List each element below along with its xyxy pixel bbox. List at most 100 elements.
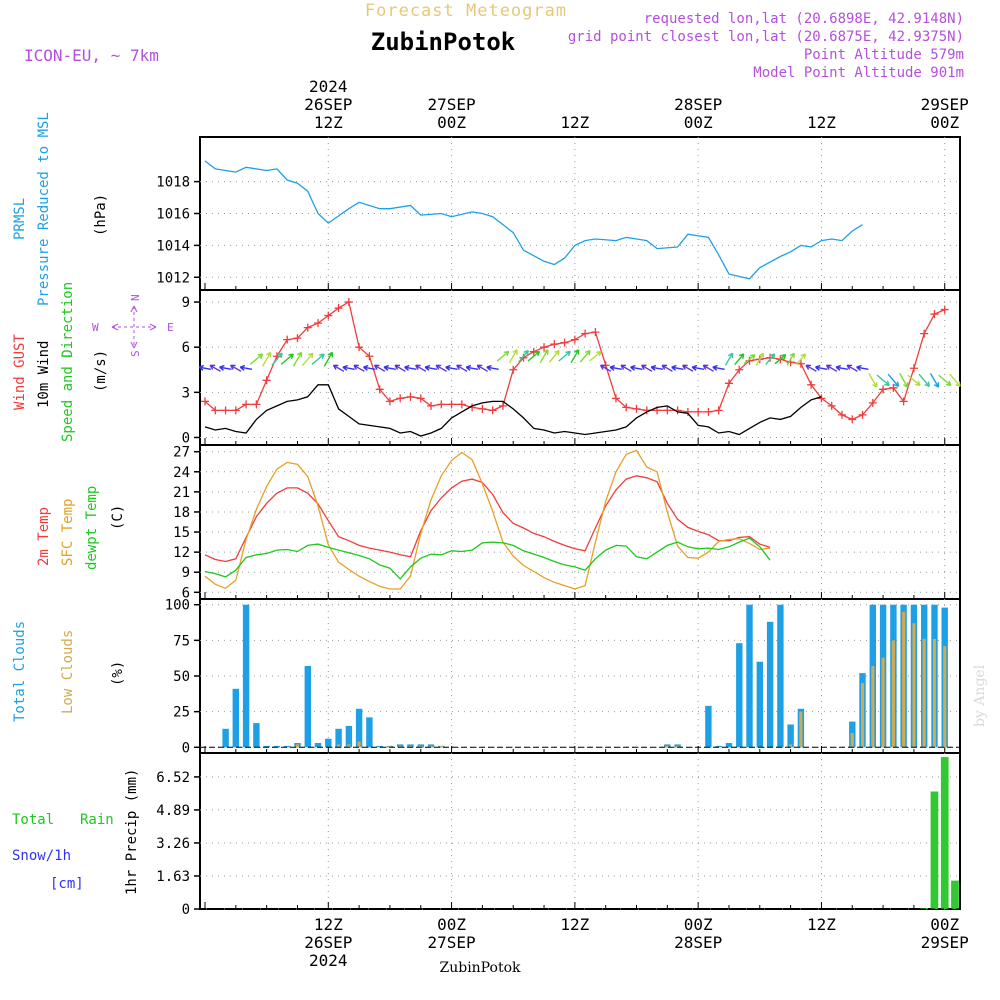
gust-point — [570, 335, 579, 344]
precipitation-ytick-label: 6.52 — [156, 770, 190, 786]
bar-total-clouds — [407, 744, 414, 748]
bar-low-clouds — [676, 745, 680, 748]
wind-arrow — [641, 364, 653, 372]
gust-point — [355, 343, 364, 352]
gust-point — [242, 400, 251, 409]
wind-arrow — [548, 349, 560, 363]
panel-clouds: 0 25 50 75 100 — [165, 598, 961, 756]
wind-arrow — [570, 349, 580, 364]
temperature-ytick-label: 15 — [173, 525, 190, 541]
wind-arrow — [527, 350, 541, 362]
bar-total-clouds — [736, 643, 743, 748]
gust-point — [704, 407, 713, 416]
wind-arrow — [620, 364, 632, 372]
wind-arrow — [734, 353, 745, 366]
bar-low-clouds — [398, 745, 402, 748]
bar-total-clouds — [664, 744, 671, 748]
point-altitude: Point Altitude 579m — [804, 47, 964, 63]
pressure-ytick-label: 1012 — [156, 270, 190, 286]
wind-arrow — [508, 349, 518, 364]
precipitation-ytick-label: 3.26 — [156, 836, 190, 852]
bar-low-clouds — [357, 741, 361, 748]
snow-unit: [cm] — [50, 876, 84, 892]
gust-point — [509, 365, 518, 374]
snow-label: Snow/1h — [12, 848, 71, 864]
bar-total-clouds — [725, 743, 733, 748]
bar-low-clouds — [408, 745, 412, 748]
bar-total-clouds — [705, 705, 712, 748]
bar-low-clouds — [429, 745, 433, 748]
footer-location: ZubinPotok — [439, 960, 521, 976]
gust-point — [622, 403, 631, 412]
pressure-labels: PRMSL Pressure Reduced to MSL (hPa) — [12, 112, 109, 306]
bottom-hour-label: 12Z — [807, 915, 836, 934]
bar-low-clouds — [439, 745, 443, 748]
temperature-ytick-label: 18 — [173, 505, 190, 521]
gust-point — [930, 310, 939, 319]
pressure-ytick-label: 1018 — [156, 175, 190, 191]
bar-total-clouds — [756, 661, 763, 748]
wind-arrow — [724, 352, 734, 366]
gust-point — [879, 385, 888, 394]
bottom-hour-label: 12Z — [314, 915, 343, 934]
wind-arrow — [765, 353, 776, 366]
bottom-date-label: 26SEP — [304, 933, 352, 952]
total-clouds-label: Total Clouds — [12, 621, 28, 722]
wind-arrow — [271, 352, 283, 366]
gust-point — [283, 335, 292, 344]
wind-arrow — [682, 364, 694, 372]
top-date-label: 29SEP — [921, 95, 969, 114]
gust-point — [807, 380, 816, 389]
wind-arrow — [599, 364, 612, 372]
series-prmsl — [204, 160, 863, 280]
bar-low-clouds — [789, 744, 793, 748]
bar-low-clouds — [347, 744, 351, 748]
top-date-label: 26SEP — [304, 95, 352, 114]
wind-arrow — [907, 374, 921, 387]
wind-arrow — [456, 364, 468, 372]
wind-arrow — [424, 364, 438, 371]
wind-arrow — [249, 353, 264, 365]
series-sfc-temp — [204, 449, 771, 590]
temperature-ytick-label: 9 — [182, 565, 190, 581]
bar-total-clouds — [417, 744, 424, 748]
wind-arrow — [415, 364, 427, 372]
gust-point — [817, 394, 826, 403]
wind-arrow — [876, 374, 890, 387]
gust-point — [581, 329, 590, 338]
cloud-unit: (%) — [110, 661, 126, 686]
gust-point — [447, 400, 456, 409]
gust-point — [848, 415, 857, 424]
model-altitude: Model Point Altitude 901m — [753, 65, 964, 81]
panel-wind: 0 3 6 9 — [182, 289, 961, 446]
bar-total-clouds — [674, 744, 681, 748]
location-title: ZubinPotok — [371, 28, 516, 56]
wind-arrow — [280, 353, 294, 365]
bar-low-clouds — [891, 640, 895, 748]
wind-arrows — [198, 349, 961, 388]
wind-arrow — [795, 353, 807, 366]
gust-point — [889, 383, 898, 392]
bar-total-clouds — [242, 604, 250, 748]
bar-total-clouds — [787, 724, 794, 748]
wind-arrow — [465, 364, 479, 371]
gust-point — [837, 410, 846, 419]
bar-low-clouds — [902, 611, 906, 748]
gust-point — [344, 298, 353, 307]
gust-point — [868, 398, 877, 407]
gust-point — [293, 334, 302, 343]
wind-ytick-label: 6 — [182, 340, 190, 356]
gust-point — [406, 392, 415, 401]
bar-low-clouds — [419, 745, 423, 748]
gust-point — [540, 343, 549, 352]
temperature-ytick-label: 27 — [173, 445, 190, 461]
wind-arrow — [589, 350, 602, 362]
tsfc-label: SFC Temp — [60, 499, 76, 566]
bottom-hour-label: 00Z — [684, 915, 713, 934]
bar-total-clouds — [766, 621, 774, 748]
bar-low-clouds — [337, 744, 341, 748]
chart-subtitle: Forecast Meteogram — [365, 1, 567, 21]
bottom-date-label: 29SEP — [921, 933, 969, 952]
gust-point — [591, 328, 600, 337]
